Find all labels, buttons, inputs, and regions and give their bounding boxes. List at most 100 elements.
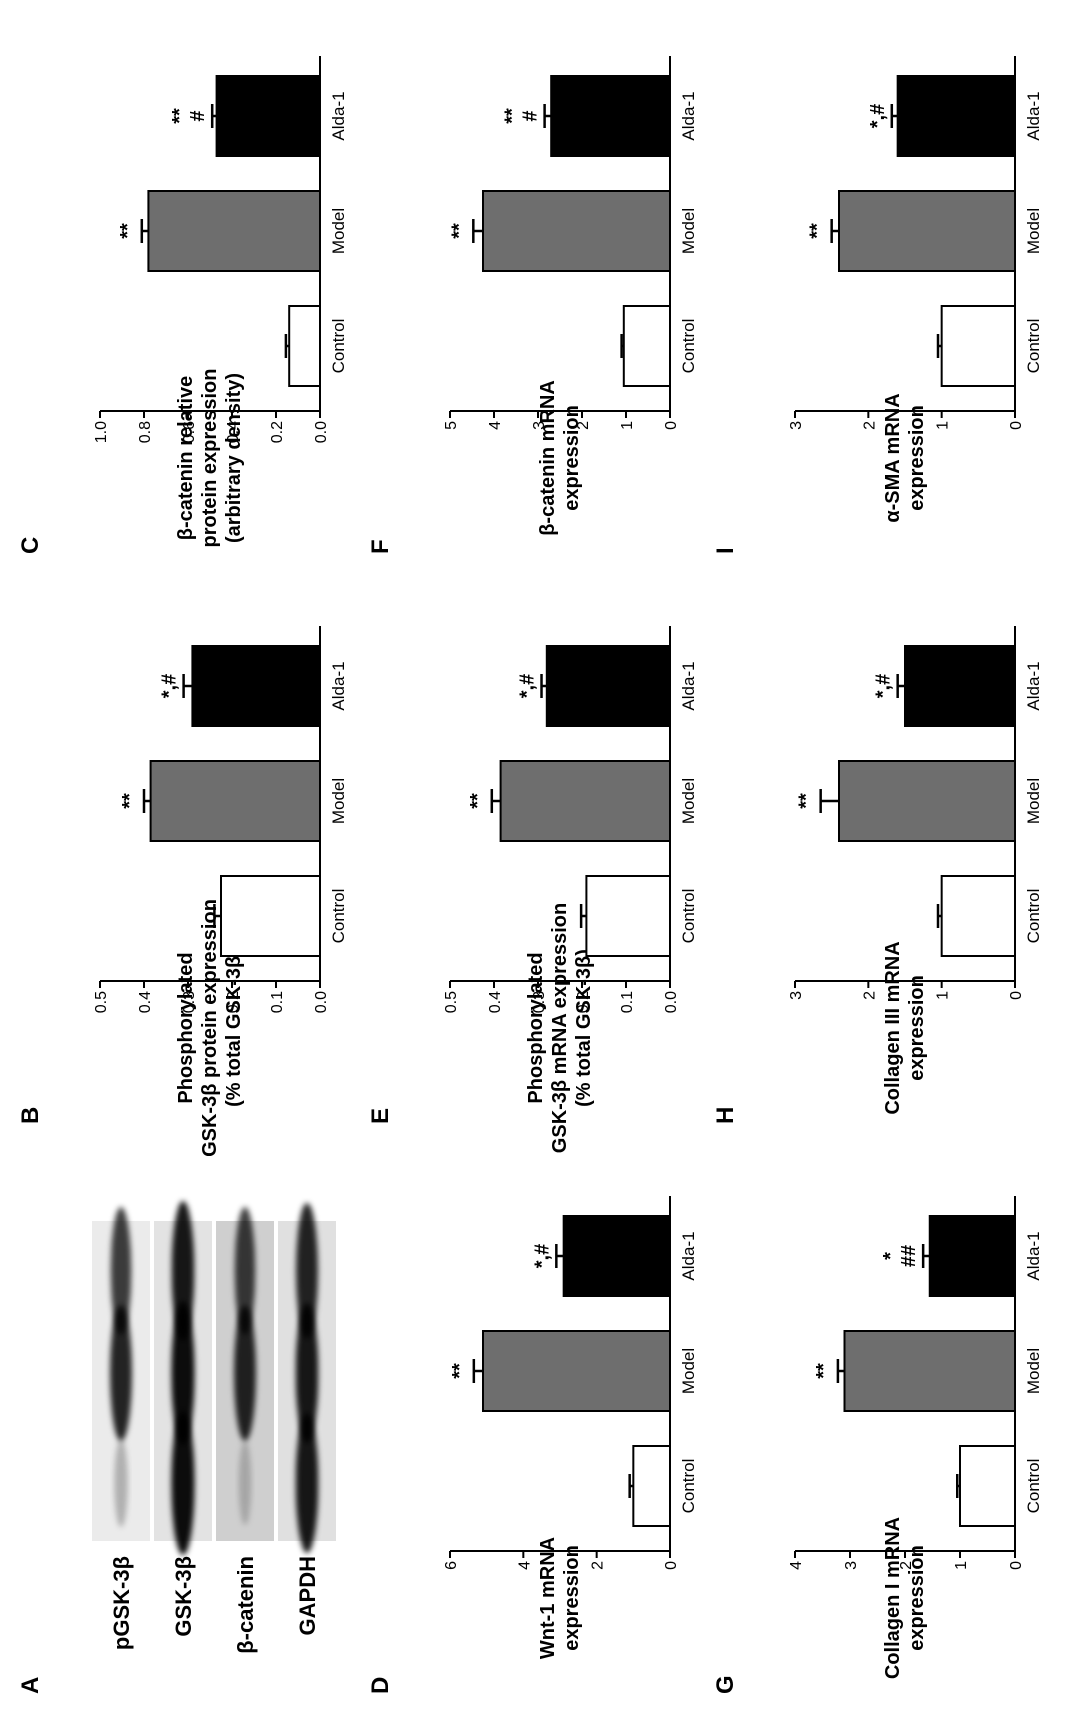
panel-letter: H	[712, 1107, 739, 1124]
y-tick-label: 5	[443, 421, 460, 430]
significance-mark: #	[187, 110, 209, 121]
y-tick-label: 0.4	[225, 421, 242, 443]
y-tick-label: 3	[788, 991, 805, 1000]
y-axis-label: expression	[906, 975, 928, 1081]
y-tick-label: 2	[590, 1561, 607, 1570]
x-tick-label: Model	[1024, 1348, 1043, 1394]
y-tick-label: 1	[935, 991, 952, 1000]
y-tick-label: 0.2	[225, 991, 242, 1013]
y-tick-label: 0.6	[181, 421, 198, 443]
y-tick-label: 6	[443, 1561, 460, 1570]
y-tick-label: 1	[953, 1561, 970, 1570]
bar	[843, 1330, 1016, 1412]
y-axis-label: (arbitrary density)	[223, 373, 245, 543]
chart-panel-f: Fβ-catenin mRNA expression 0 1 2 3 4 5 Control **…	[367, 56, 698, 554]
y-axis-label: expression	[561, 1545, 583, 1651]
y-tick-label: 0.5	[443, 991, 460, 1013]
blot-row-label: pGSK-3β	[109, 1556, 134, 1650]
panel-letter: F	[367, 539, 394, 554]
bar	[838, 190, 1016, 272]
significance-mark: **	[449, 1363, 471, 1379]
panel-letter: C	[17, 537, 44, 554]
y-tick-label: 0.1	[619, 991, 636, 1013]
y-tick-label: 4	[788, 1561, 805, 1570]
bar	[562, 1215, 672, 1297]
y-tick-label: 3	[531, 421, 548, 430]
bar	[940, 305, 1017, 387]
x-tick-label: Model	[1024, 208, 1043, 254]
y-axis-label: (% total GSK-3β)	[223, 949, 245, 1107]
y-axis-label: protein expression	[199, 369, 221, 548]
y-tick-label: 0.0	[313, 421, 330, 443]
panel-letter: I	[712, 547, 739, 554]
bar	[545, 645, 671, 727]
blot-band	[238, 1441, 252, 1525]
significance-mark: *,#	[531, 1244, 553, 1268]
y-axis-label: (% total GSK-3β)	[573, 949, 595, 1107]
blot-band	[295, 1413, 319, 1553]
x-tick-label: Alda-1	[1024, 661, 1043, 710]
x-tick-label: Alda-1	[679, 91, 698, 140]
y-axis-label: α-SMA mRNA	[882, 393, 904, 522]
panel-letter: G	[712, 1675, 739, 1694]
y-tick-label: 0	[663, 1561, 680, 1570]
y-axis-label: β-catenin mRNA	[537, 380, 559, 536]
significance-mark: **	[467, 793, 489, 809]
y-tick-label: 2	[898, 1561, 915, 1570]
blot-band	[171, 1411, 195, 1555]
y-tick-label: 0	[1008, 421, 1025, 430]
blot-band	[234, 1305, 256, 1441]
y-axis-label: GSK-3β protein expression	[199, 899, 221, 1157]
significance-mark: **	[169, 108, 191, 124]
x-tick-label: Alda-1	[1024, 1231, 1043, 1280]
y-axis-label: expression	[906, 405, 928, 511]
y-axis-label: Phosphorylated	[525, 952, 547, 1103]
y-tick-label: 3	[788, 421, 805, 430]
blot-band	[171, 1301, 195, 1445]
bar	[896, 75, 1017, 157]
x-tick-label: Alda-1	[679, 1231, 698, 1280]
y-tick-label: 4	[487, 421, 504, 430]
bar	[928, 1215, 1016, 1297]
y-tick-label: 0.4	[137, 991, 154, 1013]
blot-band	[234, 1207, 256, 1335]
y-axis-label: GSK-3β mRNA expression	[549, 903, 571, 1153]
x-tick-label: Alda-1	[1024, 91, 1043, 140]
y-tick-label: 0.8	[137, 421, 154, 443]
panel-letter: D	[367, 1677, 394, 1694]
y-tick-label: 3	[843, 1561, 860, 1570]
significance-mark: *,#	[873, 674, 895, 698]
y-tick-label: 2	[861, 421, 878, 430]
chart-panel-i: Iα-SMA mRNA expression 0 1 2 3 Control ** Model *…	[712, 56, 1043, 554]
y-axis-label: Phosphorylated	[175, 952, 197, 1103]
y-tick-label: 1.0	[93, 421, 110, 443]
blot-band	[110, 1207, 132, 1335]
chart-panel-c: Cβ-catenin relative protein expression (ar…	[17, 56, 348, 554]
x-tick-label: Model	[679, 208, 698, 254]
x-tick-label: Control	[679, 319, 698, 374]
x-tick-label: Model	[679, 778, 698, 824]
significance-mark: **	[796, 793, 818, 809]
x-tick-label: Control	[679, 1459, 698, 1514]
y-tick-label: 0.2	[575, 991, 592, 1013]
x-tick-label: Control	[1024, 889, 1043, 944]
x-tick-label: Control	[1024, 1459, 1043, 1514]
y-axis-label: Collagen III mRNA	[882, 941, 904, 1114]
x-tick-label: Control	[1024, 319, 1043, 374]
y-tick-label: 0.1	[269, 991, 286, 1013]
chart-panel-d: D Wnt-1 mRNA expression 0 2 4 6 Control ** Model *…	[367, 1196, 698, 1694]
y-axis-label: β-catenin relative	[175, 376, 197, 541]
y-axis-label: expression	[561, 405, 583, 511]
x-tick-label: Alda-1	[329, 91, 348, 140]
chart-panel-h: H Collagen III mRNA expression 0 1 2 3 Control *…	[712, 626, 1043, 1124]
blot-row-label: GAPDH	[295, 1556, 320, 1635]
blot-row-label: β-catenin	[233, 1556, 258, 1654]
bar	[632, 1445, 671, 1527]
significance-mark: **	[813, 1363, 835, 1379]
bar	[191, 645, 321, 727]
x-tick-label: Model	[329, 778, 348, 824]
y-tick-label: 0.4	[487, 991, 504, 1013]
